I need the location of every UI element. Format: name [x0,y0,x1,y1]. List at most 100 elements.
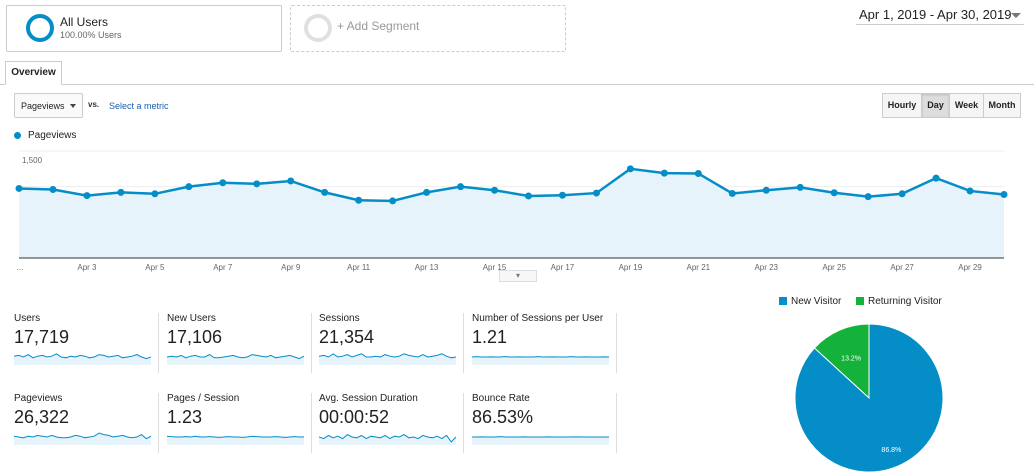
data-point[interactable] [898,190,906,198]
segment-subtitle: 100.00% Users [60,30,122,40]
data-point[interactable] [219,179,227,187]
date-range-label: Apr 1, 2019 - Apr 30, 2019 [859,7,1012,22]
data-point[interactable] [524,192,532,200]
data-point[interactable] [185,183,193,191]
data-point[interactable] [491,186,499,194]
pie-slice-returning-visitor[interactable] [813,323,870,400]
empty-segment-ring-icon [304,14,332,42]
x-tick-label: Apr 23 [754,263,778,272]
x-tick-label: Apr 25 [822,263,846,272]
x-tick-label: Apr 7 [213,263,233,272]
pie-legend-label: Returning Visitor [868,296,942,307]
pageviews-series-line [18,167,1005,203]
data-point[interactable] [83,192,91,200]
data-point[interactable] [830,189,838,197]
granularity-day-button[interactable]: Day [921,93,950,118]
caret-down-icon [70,104,76,108]
data-point[interactable] [694,169,702,177]
data-point[interactable] [287,177,295,185]
pie-slice-new-visitor[interactable] [794,323,944,473]
select-a-metric-link[interactable]: Select a metric [109,101,169,111]
metric-tile[interactable]: Pages / Session 1.23 [167,393,312,453]
data-point[interactable] [966,187,974,195]
data-point[interactable] [321,188,329,196]
metric-tile[interactable]: Users 17,719 [14,313,159,373]
metric-value: 1.23 [167,407,203,427]
sparkline-line [14,432,151,440]
sparkline-area [319,434,456,445]
metric-select-value: Pageviews [21,101,65,111]
tab-divider [0,84,1034,85]
pageviews-legend-dot-icon [14,132,21,139]
metric-tile[interactable]: Sessions 21,354 [319,313,464,373]
sparkline-area [472,356,609,365]
metric-tile[interactable]: New Users 17,106 [167,313,312,373]
data-point[interactable] [151,190,159,198]
data-point[interactable] [762,186,770,194]
data-point[interactable] [253,180,261,188]
x-tick-label: Apr 21 [687,263,711,272]
metric-sparkline [14,432,151,445]
data-point[interactable] [558,191,566,199]
metric-tile[interactable]: Pageviews 26,322 [14,393,159,453]
add-segment-label: + Add Segment [337,19,420,33]
x-tick-label: Apr 9 [281,263,301,272]
x-tick-label: Apr 13 [415,263,439,272]
data-point[interactable] [457,183,465,191]
metric-value: 00:00:52 [319,407,390,427]
segment-title: All Users [60,15,109,29]
x-tick-label: Apr 29 [958,263,982,272]
caret-down-icon [1011,13,1021,18]
data-point[interactable] [932,174,940,182]
data-point[interactable] [389,197,397,205]
metric-value: 26,322 [14,407,70,427]
data-point[interactable] [864,193,872,201]
metric-sparkline [14,353,151,365]
metric-value: 1.21 [472,327,508,347]
data-point[interactable] [796,183,804,191]
data-point[interactable] [592,189,600,197]
data-point[interactable] [355,196,363,204]
data-point[interactable] [626,165,634,173]
legend-swatch-icon [779,297,787,305]
add-segment-button[interactable]: + Add Segment [290,5,566,52]
granularity-week-button[interactable]: Week [949,93,984,118]
data-point[interactable] [15,184,23,192]
chart-legend-label: Pageviews [28,130,77,141]
data-point[interactable] [1000,191,1008,199]
metric-select[interactable]: Pageviews [14,93,83,118]
metric-label: Pageviews [14,393,63,404]
metric-label: Avg. Session Duration [319,393,418,404]
metric-label: Sessions [319,313,360,324]
metric-sparkline [472,436,609,445]
sparkline-line [319,353,456,359]
chart-collapse-handle[interactable]: ▾ [499,270,537,282]
granularity-month-button[interactable]: Month [983,93,1021,118]
data-point[interactable] [423,188,431,196]
tab-overview[interactable]: Overview [5,61,62,85]
segment-all-users[interactable]: All Users 100.00% Users [6,5,282,52]
data-point[interactable] [117,188,125,196]
pie-slice-label: 86.8% [881,447,901,454]
metric-tile[interactable]: Number of Sessions per User 1.21 [472,313,617,373]
metric-sparkline [319,353,456,365]
data-point[interactable] [49,186,57,194]
metric-value: 86.53% [472,407,534,427]
granularity-hourly-button[interactable]: Hourly [882,93,922,118]
x-tick-label: Apr 17 [551,263,575,272]
y-tick-label: 1,500 [22,156,43,165]
data-point[interactable] [728,189,736,197]
x-tick-label: Apr 3 [77,263,97,272]
sparkline-line [319,434,456,443]
metric-value: 17,106 [167,327,223,347]
date-range-picker[interactable]: Apr 1, 2019 - Apr 30, 2019 [856,5,1024,25]
metric-tile[interactable]: Bounce Rate 86.53% [472,393,617,453]
sparkline-line [167,354,304,360]
metric-label: Users [14,313,41,324]
data-point[interactable] [660,169,668,177]
metric-value: 17,719 [14,327,70,347]
sparkline-line [167,435,304,438]
metric-tile[interactable]: Avg. Session Duration 00:00:52 [319,393,464,453]
pie-legend-new-visitor: New Visitor [779,296,841,307]
sparkline-line [14,353,151,360]
